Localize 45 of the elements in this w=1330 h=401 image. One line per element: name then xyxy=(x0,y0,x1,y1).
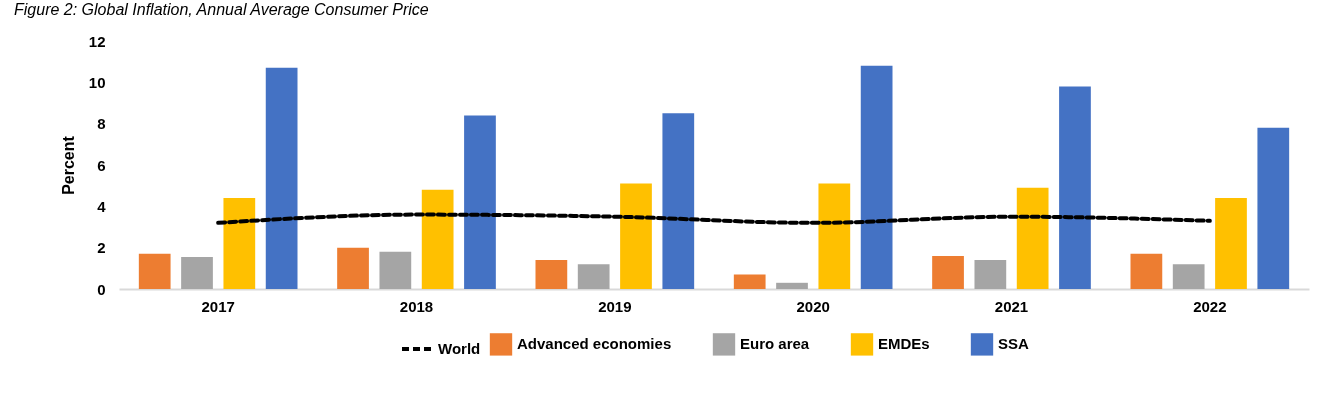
bar xyxy=(138,253,171,289)
bar xyxy=(932,255,964,289)
y-tick-label: 12 xyxy=(88,32,106,50)
bar xyxy=(181,256,213,289)
legend-label: World xyxy=(438,340,481,357)
x-tick-label: 2017 xyxy=(201,297,235,315)
line-series xyxy=(216,212,1212,225)
bar xyxy=(1215,198,1247,289)
bar xyxy=(1016,187,1049,289)
bar xyxy=(662,113,695,289)
x-tick-label: 2019 xyxy=(598,297,632,315)
bar xyxy=(776,282,808,289)
bar xyxy=(1172,264,1205,289)
y-tick-label: 4 xyxy=(97,197,107,215)
bar xyxy=(337,247,369,289)
bar xyxy=(733,274,766,289)
bar xyxy=(535,260,568,289)
bar xyxy=(577,264,610,289)
legend-label: SSA xyxy=(998,335,1030,353)
legend-label: Euro area xyxy=(740,335,810,353)
chart-title: Figure 2: Global Inflation, Annual Average Consumer Price xyxy=(14,1,429,18)
bar xyxy=(1059,86,1091,289)
bar xyxy=(421,189,454,289)
x-tick-label: 2018 xyxy=(399,297,434,315)
legend-label: EMDEs xyxy=(878,335,930,353)
bar xyxy=(1257,127,1290,289)
y-tick-label: 8 xyxy=(97,115,106,133)
bar xyxy=(223,198,256,289)
bar xyxy=(620,183,652,289)
bar xyxy=(818,183,851,289)
bar xyxy=(464,115,496,289)
y-tick-label: 0 xyxy=(97,280,106,298)
bar xyxy=(265,67,298,289)
x-tick-label: 2022 xyxy=(1193,297,1227,315)
bar xyxy=(860,65,893,289)
x-tick-label: 2020 xyxy=(796,297,830,315)
y-tick-label: 10 xyxy=(88,73,106,91)
y-tick-label: 6 xyxy=(97,156,106,174)
y-axis-title: Percent xyxy=(59,135,77,195)
legend-label: Advanced economies xyxy=(517,335,672,353)
x-tick-label: 2021 xyxy=(994,297,1029,315)
bar xyxy=(1130,253,1163,289)
bar xyxy=(379,251,412,289)
y-tick-label: 2 xyxy=(97,239,106,257)
bar xyxy=(974,260,1007,289)
